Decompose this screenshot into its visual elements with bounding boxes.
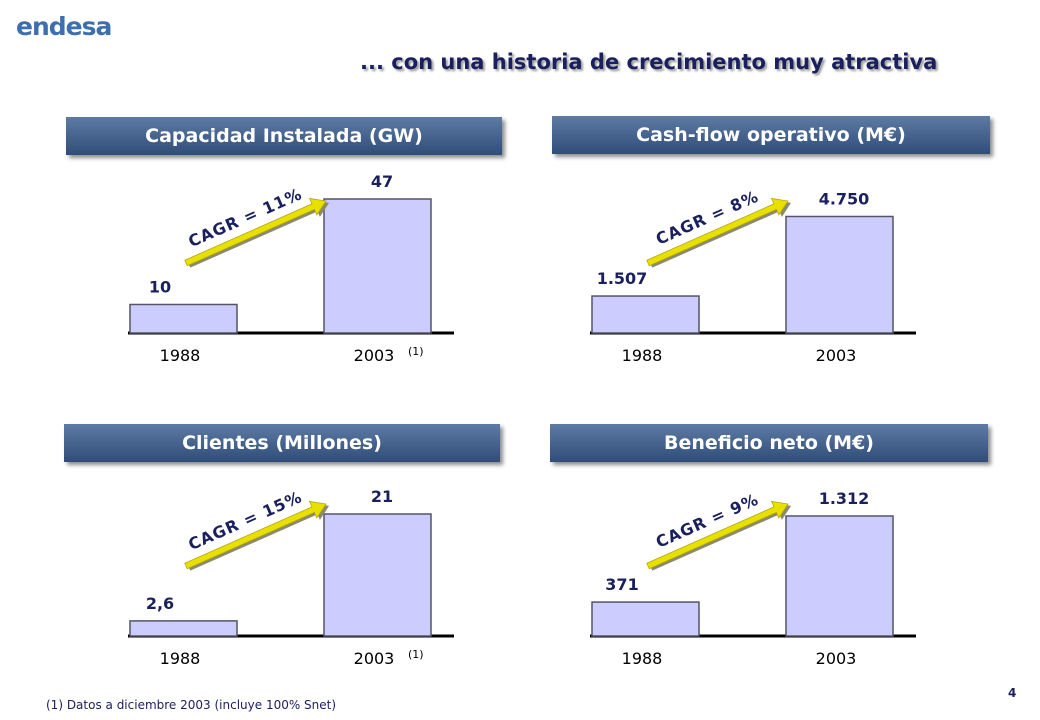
cagr-arrow-body [184, 197, 327, 267]
bar-1988 [129, 303, 238, 334]
cagr-arrow: CAGR = 9% [646, 490, 792, 571]
panel-title-capacidad: Capacidad Instalada (GW) [66, 117, 502, 155]
endesa-logo: endesa [16, 12, 112, 41]
chart-capacidad: 10 1988 47 2003 (1) CAGR = 11% [128, 172, 454, 365]
panel-title-cashflow: Cash-flow operativo (M€) [552, 116, 990, 154]
bar-2003 [323, 198, 432, 334]
chart-cashflow: 1.507 1988 4.750 2003 CAGR = 8% [590, 187, 916, 365]
category-note: (1) [408, 648, 424, 661]
category-label: 2003 [354, 649, 395, 668]
bar-1988 [129, 620, 238, 637]
bar-2003 [323, 513, 432, 637]
category-label: 1988 [622, 346, 663, 365]
category-label: 2003 [816, 346, 857, 365]
cagr-arrow: CAGR = 8% [646, 187, 792, 268]
value-label: 47 [371, 172, 393, 191]
value-label: 10 [149, 277, 171, 296]
chart-clientes: 2,6 1988 21 2003 (1) CAGR = 15% [128, 487, 454, 668]
bar-1988 [591, 295, 700, 334]
category-label: 2003 [354, 346, 395, 365]
value-label: 371 [605, 575, 638, 594]
panel-title-beneficio: Beneficio neto (M€) [550, 424, 988, 462]
cagr-arrow: CAGR = 15% [184, 487, 330, 571]
cagr-arrow-body [184, 500, 327, 570]
category-note: (1) [408, 345, 424, 358]
bar-2003 [785, 515, 894, 637]
category-label: 1988 [160, 649, 201, 668]
value-label: 1.507 [597, 269, 648, 288]
page-number: 4 [1008, 686, 1017, 700]
value-label: 1.312 [819, 489, 870, 508]
panel-title-clientes: Clientes (Millones) [64, 424, 500, 462]
value-label: 2,6 [146, 594, 174, 613]
cagr-arrow-body [646, 500, 789, 570]
chart-beneficio: 371 1988 1.312 2003 CAGR = 9% [590, 489, 916, 668]
value-label: 21 [371, 487, 393, 506]
slide-subtitle: ... con una historia de crecimiento muy … [360, 50, 938, 74]
category-label: 1988 [622, 649, 663, 668]
cagr-arrow-body [646, 197, 789, 267]
bar-1988 [591, 601, 700, 637]
value-label: 4.750 [819, 189, 870, 208]
category-label: 2003 [816, 649, 857, 668]
category-label: 1988 [160, 346, 201, 365]
footnote: (1) Datos a diciembre 2003 (incluye 100%… [46, 698, 337, 712]
bar-2003 [785, 215, 894, 334]
cagr-arrow: CAGR = 11% [184, 184, 330, 268]
